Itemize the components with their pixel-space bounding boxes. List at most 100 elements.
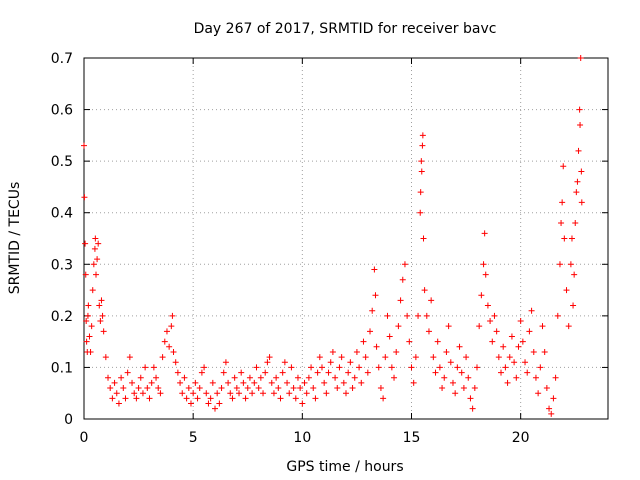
data-point bbox=[142, 364, 149, 371]
data-point bbox=[382, 354, 389, 361]
y-axis-label: SRMTID / TECUs bbox=[7, 182, 23, 295]
data-point bbox=[495, 354, 502, 361]
data-point bbox=[517, 318, 524, 325]
y-tick-label: 0.5 bbox=[51, 154, 73, 170]
data-point bbox=[577, 122, 584, 129]
data-point bbox=[290, 385, 297, 392]
data-point bbox=[522, 359, 529, 366]
data-point bbox=[288, 364, 295, 371]
data-point bbox=[168, 323, 175, 330]
data-point bbox=[251, 379, 258, 386]
data-point bbox=[238, 369, 245, 376]
data-point bbox=[146, 395, 153, 402]
data-point bbox=[356, 364, 363, 371]
data-point bbox=[159, 354, 166, 361]
data-point bbox=[129, 379, 136, 386]
data-point bbox=[150, 364, 157, 371]
data-point bbox=[578, 168, 585, 175]
data-point bbox=[577, 55, 584, 61]
data-point bbox=[192, 379, 199, 386]
data-point bbox=[120, 385, 127, 392]
data-point bbox=[148, 379, 155, 386]
data-point bbox=[277, 395, 284, 402]
data-point bbox=[439, 385, 446, 392]
data-point bbox=[233, 385, 240, 392]
data-point bbox=[528, 307, 535, 314]
data-point bbox=[543, 385, 550, 392]
data-point bbox=[82, 240, 89, 247]
chart-title: Day 267 of 2017, SRMTID for receiver bav… bbox=[194, 21, 497, 37]
data-point bbox=[425, 328, 432, 335]
data-point bbox=[349, 385, 356, 392]
data-point bbox=[84, 312, 91, 319]
data-point bbox=[314, 369, 321, 376]
data-point bbox=[465, 374, 472, 381]
data-point bbox=[325, 369, 332, 376]
data-point bbox=[255, 385, 262, 392]
data-point bbox=[139, 390, 146, 397]
data-point bbox=[481, 230, 488, 237]
data-point bbox=[242, 395, 249, 402]
data-point bbox=[401, 261, 408, 268]
data-point bbox=[83, 338, 90, 345]
data-point bbox=[419, 142, 426, 149]
data-point bbox=[284, 379, 291, 386]
data-point bbox=[177, 379, 184, 386]
data-point bbox=[99, 312, 106, 319]
data-point bbox=[181, 374, 188, 381]
data-point bbox=[279, 369, 286, 376]
y-tick-label: 0.1 bbox=[51, 360, 73, 376]
data-point bbox=[417, 209, 424, 216]
data-point bbox=[97, 318, 104, 325]
data-point bbox=[137, 374, 144, 381]
data-point bbox=[393, 348, 400, 355]
data-point bbox=[449, 379, 456, 386]
data-point bbox=[384, 312, 391, 319]
data-point bbox=[375, 364, 382, 371]
data-point bbox=[209, 379, 216, 386]
data-point bbox=[574, 178, 581, 185]
x-tick-label: 10 bbox=[293, 430, 311, 446]
data-point bbox=[502, 364, 509, 371]
data-point bbox=[268, 379, 275, 386]
data-point bbox=[115, 400, 122, 407]
data-point bbox=[454, 364, 461, 371]
data-point bbox=[299, 400, 306, 407]
data-point bbox=[105, 374, 112, 381]
data-point bbox=[111, 379, 118, 386]
x-tick-label: 5 bbox=[189, 430, 198, 446]
data-point bbox=[563, 287, 570, 294]
data-point bbox=[257, 374, 264, 381]
data-point bbox=[216, 400, 223, 407]
plot-frame bbox=[83, 57, 609, 420]
data-point bbox=[418, 168, 425, 175]
data-point bbox=[541, 348, 548, 355]
x-tick-label: 15 bbox=[403, 430, 421, 446]
data-point bbox=[415, 312, 422, 319]
data-point bbox=[113, 390, 120, 397]
data-point bbox=[478, 292, 485, 299]
y-tick-label: 0.2 bbox=[51, 309, 73, 325]
data-point bbox=[82, 271, 89, 278]
data-point bbox=[153, 374, 160, 381]
data-point bbox=[500, 343, 507, 350]
data-point bbox=[203, 390, 210, 397]
y-tick-label: 0.7 bbox=[51, 51, 73, 67]
data-point bbox=[460, 385, 467, 392]
data-point bbox=[196, 385, 203, 392]
data-point bbox=[161, 338, 168, 345]
data-point bbox=[174, 369, 181, 376]
data-point bbox=[530, 348, 537, 355]
data-point bbox=[423, 312, 430, 319]
data-point bbox=[532, 374, 539, 381]
data-point bbox=[456, 343, 463, 350]
y-tick-label: 0 bbox=[64, 412, 73, 428]
data-point bbox=[408, 364, 415, 371]
data-point bbox=[480, 261, 487, 268]
data-point bbox=[303, 390, 310, 397]
data-point bbox=[170, 348, 177, 355]
data-point bbox=[89, 287, 96, 294]
data-point bbox=[240, 379, 247, 386]
data-point bbox=[179, 390, 186, 397]
data-point bbox=[310, 385, 317, 392]
